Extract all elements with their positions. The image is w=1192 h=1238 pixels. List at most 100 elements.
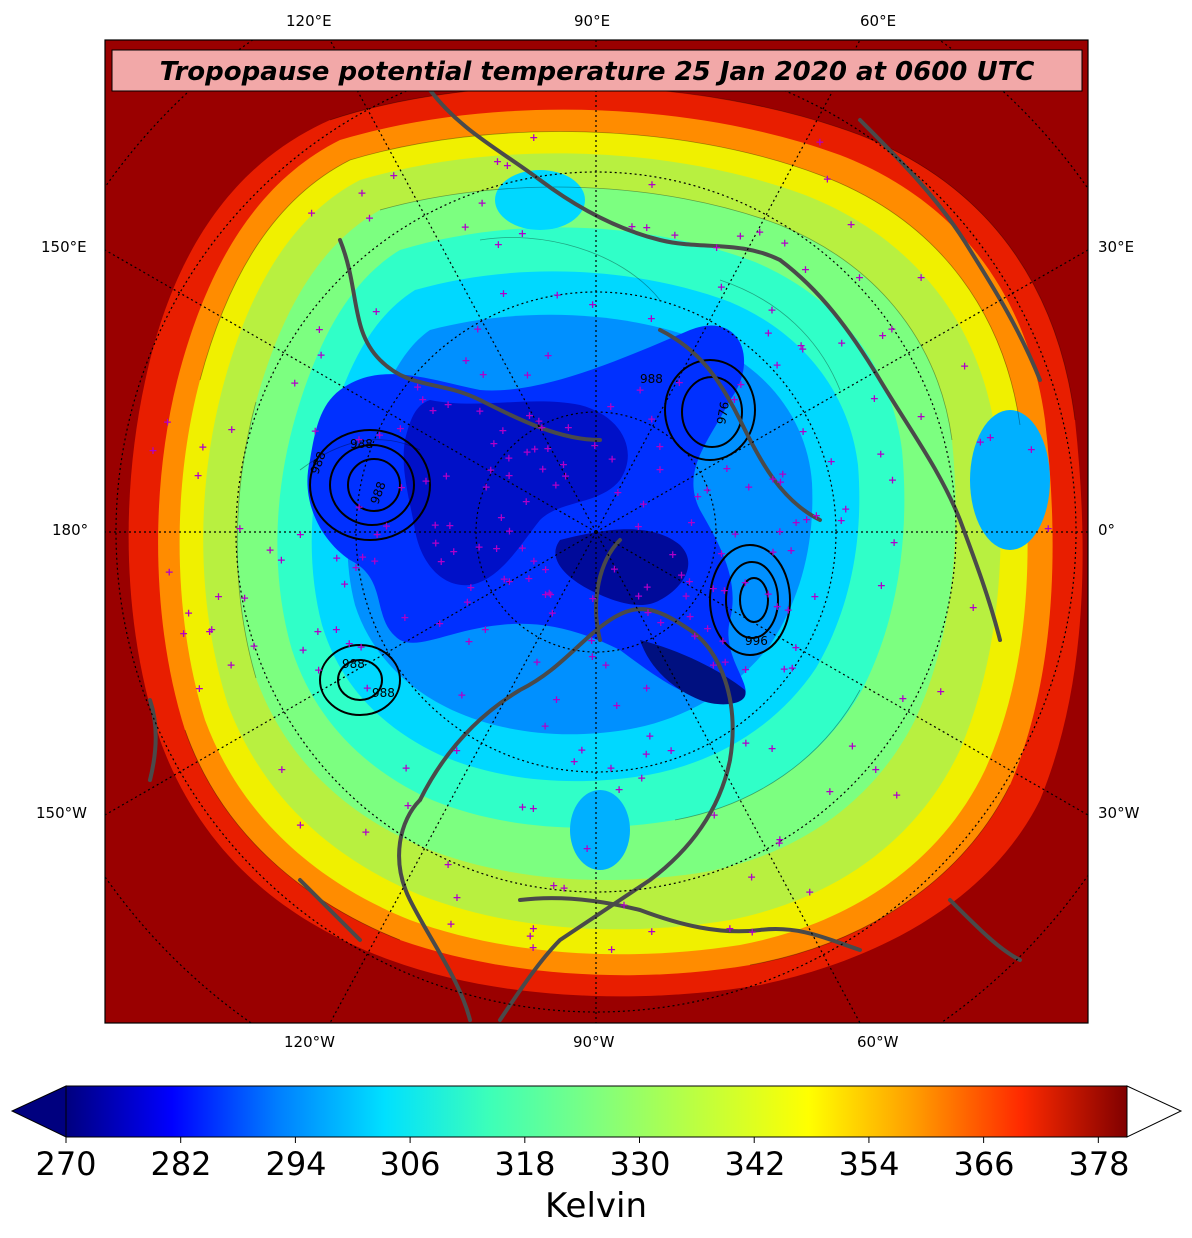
station-marker: + [315, 323, 324, 336]
station-marker: + [647, 178, 656, 191]
station-marker: + [534, 414, 543, 427]
lon-label-left-180: 180° [52, 521, 89, 539]
station-marker: + [825, 785, 834, 798]
station-marker: + [504, 469, 513, 482]
station-marker: + [639, 498, 648, 511]
station-marker: + [606, 762, 615, 775]
station-marker: + [431, 537, 440, 550]
station-marker: + [710, 808, 719, 821]
contour-label: 976 [714, 401, 732, 426]
station-marker: + [612, 699, 621, 712]
station-marker: + [798, 425, 807, 438]
station-marker: + [577, 744, 586, 757]
colorbar-tick-label: 330 [609, 1145, 671, 1183]
station-marker: + [718, 634, 727, 647]
station-marker: + [357, 187, 366, 200]
station-marker: + [541, 719, 550, 732]
station-marker: + [703, 622, 712, 635]
station-marker: + [365, 212, 374, 225]
station-marker: + [541, 588, 550, 601]
station-marker: + [887, 323, 896, 336]
station-marker: + [549, 879, 558, 892]
station-marker: + [587, 634, 596, 647]
station-marker: + [788, 662, 797, 675]
station-marker: + [443, 858, 452, 871]
station-marker: + [481, 623, 490, 636]
lon-label-top-90e: 90°E [574, 12, 611, 30]
lon-label-right-30w: 30°W [1098, 804, 1140, 822]
lon-label-right-30e: 30°E [1098, 238, 1135, 256]
station-marker: + [607, 943, 616, 956]
colorbar-tick-label: 354 [838, 1145, 900, 1183]
station-marker: + [837, 514, 846, 527]
station-marker: + [461, 354, 470, 367]
station-marker: + [725, 922, 734, 935]
station-marker: + [313, 625, 322, 638]
station-marker: + [647, 925, 656, 938]
station-marker: + [340, 578, 349, 591]
station-marker: + [351, 561, 360, 574]
station-marker: + [841, 502, 850, 515]
station-marker: + [960, 359, 969, 372]
station-marker: + [610, 562, 619, 575]
lon-label-bottom-90w: 90°W [573, 1033, 615, 1051]
station-marker: + [518, 227, 527, 240]
station-marker: + [775, 833, 784, 846]
station-marker: + [518, 542, 527, 555]
station-marker: + [478, 196, 487, 209]
contour-label: 988 [372, 686, 395, 700]
contour-label: 996 [745, 634, 768, 648]
lon-label-bottom-120w: 120°W [284, 1033, 335, 1051]
colorbar-tick-label: 306 [379, 1145, 441, 1183]
station-marker: + [413, 380, 422, 393]
colorbar [10, 1085, 1183, 1143]
colorbar-ticks [65, 1137, 1099, 1143]
station-marker: + [642, 747, 651, 760]
station-marker: + [643, 581, 652, 594]
station-marker: + [361, 825, 370, 838]
station-marker: + [741, 576, 750, 589]
station-marker: + [553, 289, 562, 302]
isentrope-lines [184, 85, 1076, 966]
field-core-navy-2 [555, 529, 689, 606]
station-marker: + [444, 398, 453, 411]
station-marker: + [497, 511, 506, 524]
station-marker: + [296, 528, 305, 541]
colorbar-frame [65, 1085, 1128, 1138]
station-marker: + [435, 617, 444, 630]
station-marker: + [179, 627, 188, 640]
station-marker: + [627, 220, 636, 233]
station-marker: + [503, 159, 512, 172]
station-marker: + [878, 329, 887, 342]
station-marker: + [529, 802, 538, 815]
station-marker: + [240, 591, 249, 604]
station-marker: + [682, 590, 691, 603]
station-marker: + [731, 527, 740, 540]
colorbar-tick-label: 378 [1068, 1145, 1130, 1183]
station-marker: + [559, 458, 568, 471]
station-marker: + [482, 480, 491, 493]
station-marker: + [418, 393, 427, 406]
station-marker: + [296, 819, 305, 832]
station-marker: + [545, 586, 554, 599]
station-marker: + [546, 588, 555, 601]
station-marker: + [570, 755, 579, 768]
station-marker: + [227, 423, 236, 436]
station-marker: + [670, 229, 679, 242]
station-marker: + [712, 241, 721, 254]
station-marker: + [876, 448, 885, 461]
station-marker: + [402, 762, 411, 775]
station-marker: + [505, 575, 514, 588]
station-marker: + [452, 744, 461, 757]
station-marker: + [615, 783, 624, 796]
station-marker: + [1044, 522, 1053, 535]
station-marker: + [530, 442, 539, 455]
station-marker: + [748, 926, 757, 939]
station-marker: + [703, 483, 712, 496]
station-marker: + [744, 480, 753, 493]
station-marker: + [529, 554, 538, 567]
colorbar-tick-label: 270 [35, 1145, 97, 1183]
station-marker: + [583, 842, 592, 855]
field-core-navy-3 [640, 640, 746, 705]
pressure-contours [309, 359, 791, 716]
